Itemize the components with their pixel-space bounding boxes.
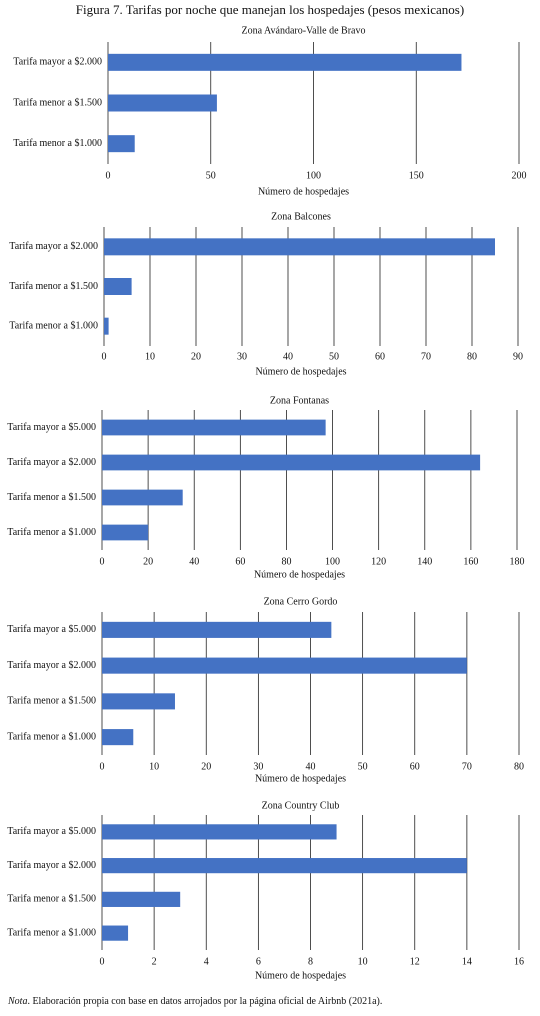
x-tick-label: 20 <box>191 351 201 362</box>
figure-title: Figura 7. Tarifas por noche que manejan … <box>76 2 464 17</box>
y-tick-label: Tarifa menor a $1.000 <box>13 138 102 149</box>
bar <box>102 489 183 506</box>
x-tick-label: 120 <box>371 556 386 567</box>
y-tick-label: Tarifa mayor a $2.000 <box>7 457 96 468</box>
x-tick-label: 100 <box>325 556 340 567</box>
chart-title: Zona Country Club <box>262 800 340 811</box>
x-tick-label: 20 <box>143 556 153 567</box>
bar <box>102 925 129 941</box>
y-tick-label: Tarifa mayor a $2.000 <box>7 860 96 871</box>
x-tick-label: 60 <box>235 556 245 567</box>
bar <box>108 53 462 71</box>
x-tick-label: 10 <box>145 351 155 362</box>
bar <box>102 693 175 710</box>
bar <box>108 94 217 112</box>
bar <box>102 858 467 874</box>
y-tick-label: Tarifa mayor a $5.000 <box>7 624 96 635</box>
x-tick-label: 12 <box>410 956 420 967</box>
y-tick-label: Tarifa menor a $1.000 <box>7 527 96 538</box>
bar <box>108 135 135 153</box>
note: Nota. Elaboración propia con base en dat… <box>7 996 382 1007</box>
x-tick-label: 0 <box>100 956 105 967</box>
x-tick-label: 180 <box>510 556 525 567</box>
x-tick-label: 6 <box>256 956 261 967</box>
bar <box>102 824 337 840</box>
y-tick-label: Tarifa menor a $1.500 <box>7 492 96 503</box>
bar <box>102 891 181 907</box>
x-tick-label: 0 <box>106 170 111 181</box>
y-tick-label: Tarifa mayor a $2.000 <box>13 57 102 68</box>
y-tick-label: Tarifa menor a $1.500 <box>7 894 96 905</box>
bar <box>104 317 109 335</box>
x-tick-label: 70 <box>462 761 472 772</box>
bar <box>102 454 481 471</box>
bar <box>102 419 326 436</box>
x-tick-label: 8 <box>308 956 313 967</box>
chart-title: Zona Balcones <box>271 211 331 222</box>
x-tick-label: 150 <box>409 170 424 181</box>
bar <box>102 621 332 638</box>
x-tick-label: 0 <box>100 761 105 772</box>
x-tick-label: 10 <box>149 761 159 772</box>
x-tick-label: 160 <box>463 556 478 567</box>
y-tick-label: Tarifa menor a $1.500 <box>9 281 98 292</box>
x-tick-label: 200 <box>512 170 527 181</box>
chart-title: Zona Fontanas <box>270 395 329 406</box>
x-tick-label: 50 <box>358 761 368 772</box>
x-tick-label: 50 <box>206 170 216 181</box>
y-tick-label: Tarifa mayor a $2.000 <box>9 241 98 252</box>
y-tick-label: Tarifa mayor a $5.000 <box>7 826 96 837</box>
x-tick-label: 30 <box>253 761 263 772</box>
bar <box>102 729 134 746</box>
y-tick-label: Tarifa menor a $1.000 <box>9 320 98 331</box>
y-tick-label: Tarifa mayor a $5.000 <box>7 422 96 433</box>
y-tick-label: Tarifa menor a $1.500 <box>13 97 102 108</box>
y-tick-label: Tarifa mayor a $2.000 <box>7 660 96 671</box>
bar <box>104 238 495 256</box>
x-tick-label: 10 <box>358 956 368 967</box>
note-text: . Elaboración propia con base en datos a… <box>27 996 382 1007</box>
x-axis-label: Número de hospedajes <box>254 569 345 580</box>
x-tick-label: 80 <box>467 351 477 362</box>
x-axis-label: Número de hospedajes <box>255 773 346 784</box>
x-tick-label: 0 <box>102 351 107 362</box>
bar <box>104 278 132 295</box>
x-tick-label: 4 <box>204 956 209 967</box>
x-tick-label: 90 <box>513 351 523 362</box>
bar <box>102 524 149 541</box>
y-tick-label: Tarifa menor a $1.000 <box>7 927 96 938</box>
x-tick-label: 50 <box>329 351 339 362</box>
y-tick-label: Tarifa menor a $1.500 <box>7 696 96 707</box>
x-tick-label: 40 <box>306 761 316 772</box>
x-tick-label: 60 <box>375 351 385 362</box>
x-axis-label: Número de hospedajes <box>258 186 349 197</box>
x-axis-label: Número de hospedajes <box>255 970 346 981</box>
chart-title: Zona Cerro Gordo <box>264 596 338 607</box>
x-tick-label: 140 <box>417 556 432 567</box>
note-label: Nota <box>7 996 27 1007</box>
x-tick-label: 0 <box>100 556 105 567</box>
x-tick-label: 60 <box>410 761 420 772</box>
bar <box>102 657 467 674</box>
x-tick-label: 30 <box>237 351 247 362</box>
x-tick-label: 2 <box>152 956 157 967</box>
x-tick-label: 80 <box>514 761 524 772</box>
x-tick-label: 80 <box>281 556 291 567</box>
x-tick-label: 40 <box>189 556 199 567</box>
x-tick-label: 14 <box>462 956 472 967</box>
x-axis-label: Número de hospedajes <box>255 366 346 377</box>
x-tick-label: 70 <box>421 351 431 362</box>
chart-title: Zona Avándaro-Valle de Bravo <box>242 25 366 36</box>
x-tick-label: 100 <box>306 170 321 181</box>
x-tick-label: 40 <box>283 351 293 362</box>
x-tick-label: 16 <box>514 956 524 967</box>
x-tick-label: 20 <box>201 761 211 772</box>
y-tick-label: Tarifa menor a $1.000 <box>7 731 96 742</box>
